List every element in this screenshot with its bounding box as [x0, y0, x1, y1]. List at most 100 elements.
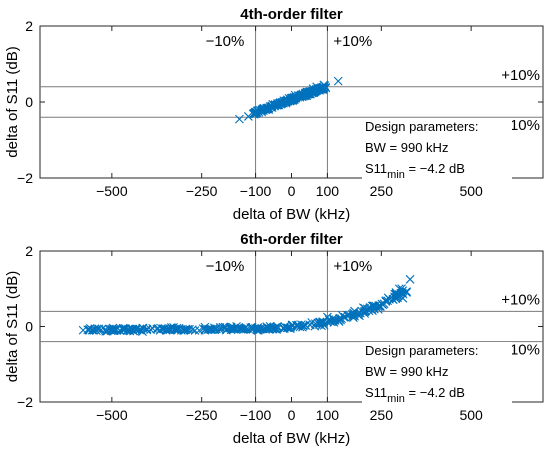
data-point: [280, 322, 290, 331]
x-tick-label: −100: [240, 183, 272, 199]
y-tick-label: 0: [25, 319, 33, 335]
data-point: [230, 324, 240, 334]
data-point: [212, 324, 221, 334]
data-point: [190, 326, 200, 335]
data-point: [394, 284, 404, 294]
data-point: [365, 303, 375, 312]
data-point: [220, 322, 230, 332]
data-point: [179, 325, 189, 335]
data-point: [203, 325, 213, 334]
data-point: [298, 91, 308, 100]
data-point: [142, 324, 152, 334]
data-point: [281, 98, 291, 108]
data-point: [249, 109, 259, 118]
design-box-background: [362, 118, 512, 182]
data-point: [379, 299, 389, 309]
x-tick-label: 250: [370, 407, 394, 423]
x-tick-label: 0: [288, 183, 296, 199]
data-point: [255, 325, 265, 334]
s11-label: S11: [365, 385, 387, 400]
data-point: [234, 324, 244, 334]
x-tick-label: 250: [370, 183, 394, 199]
annotation-plus-bw: +10%: [333, 33, 372, 50]
y-axis-label: delta of S11 (dB): [4, 46, 21, 157]
data-point: [335, 314, 345, 323]
s11-value: = −4.2 dB: [405, 385, 465, 400]
data-point: [94, 324, 104, 334]
y-tick-label: 2: [25, 18, 33, 34]
annotation-plus-bw: +10%: [333, 258, 372, 275]
annotation-plus-s11: +10%: [501, 291, 540, 308]
data-point: [266, 102, 275, 112]
scatter-series: [235, 76, 343, 124]
x-tick-label: 100: [316, 183, 340, 199]
design-parameters-box: Design parameters: BW = 990 kHz S11min = −…: [362, 342, 512, 406]
data-point: [135, 324, 145, 334]
design-box-s11: S11min = −4.2 dB: [365, 385, 465, 405]
x-tick-label: 100: [316, 407, 340, 423]
data-point: [158, 324, 168, 334]
annotation-plus-s11: +10%: [501, 67, 540, 84]
data-point: [301, 321, 311, 330]
data-point: [123, 325, 133, 335]
s11-value: = −4.2 dB: [405, 161, 465, 176]
design-box-bw: BW = 990 kHz: [365, 140, 448, 155]
y-tick-label: −2: [17, 170, 33, 186]
chart-title: 6th-order filter: [240, 231, 343, 248]
design-box-background: [362, 342, 512, 406]
data-point: [200, 325, 210, 334]
data-point: [286, 95, 296, 105]
design-box-heading: Design parameters:: [365, 119, 478, 134]
data-point: [388, 294, 398, 304]
s11-subscript: min: [387, 169, 405, 181]
data-point: [85, 323, 95, 333]
y-tick-label: −2: [17, 394, 33, 410]
chart-panel-2: −500 −250 −100 0 100 250 500 −2 0 2 6th-order filt…: [4, 231, 544, 447]
x-tick-label: −250: [186, 407, 218, 423]
data-point: [333, 76, 343, 86]
data-point: [102, 326, 112, 336]
data-point: [280, 324, 289, 333]
y-tick-label: 0: [25, 94, 33, 110]
data-point: [299, 321, 308, 331]
data-point: [375, 301, 385, 310]
scatter-series: [78, 274, 415, 336]
design-box-s11: S11min = −4.2 dB: [365, 161, 465, 181]
data-point: [358, 303, 368, 313]
data-point: [252, 108, 262, 118]
data-point: [312, 82, 322, 92]
data-point: [319, 80, 329, 90]
data-point: [323, 312, 332, 322]
data-point: [165, 325, 175, 335]
s11-subscript: min: [387, 393, 405, 405]
data-point: [315, 317, 325, 327]
data-point: [345, 310, 354, 320]
data-point: [235, 114, 244, 124]
x-axis-label: delta of BW (kHz): [233, 430, 351, 447]
x-tick-label: −100: [240, 407, 272, 423]
y-axis-label: delta of S11 (dB): [4, 271, 21, 382]
data-point: [353, 309, 363, 319]
data-point: [301, 90, 311, 99]
data-point: [405, 274, 415, 284]
design-parameters-box: Design parameters: BW = 990 kHz S11min = −…: [362, 118, 512, 182]
data-point: [120, 324, 130, 333]
data-point: [398, 293, 408, 303]
data-point: [268, 324, 277, 334]
data-point: [181, 324, 191, 334]
data-point: [115, 326, 125, 335]
x-tick-label: −500: [96, 407, 128, 423]
data-point: [273, 99, 283, 109]
data-point: [106, 325, 115, 335]
data-point: [325, 316, 335, 326]
x-tick-label: −500: [96, 183, 128, 199]
design-box-heading: Design parameters:: [365, 343, 478, 358]
data-point: [125, 326, 135, 336]
data-point: [78, 325, 88, 335]
data-point: [166, 323, 176, 332]
data-point: [290, 90, 300, 100]
data-point: [262, 322, 272, 332]
x-axis-label: delta of BW (kHz): [233, 206, 351, 223]
annotation-minus-bw: −10%: [206, 33, 245, 50]
